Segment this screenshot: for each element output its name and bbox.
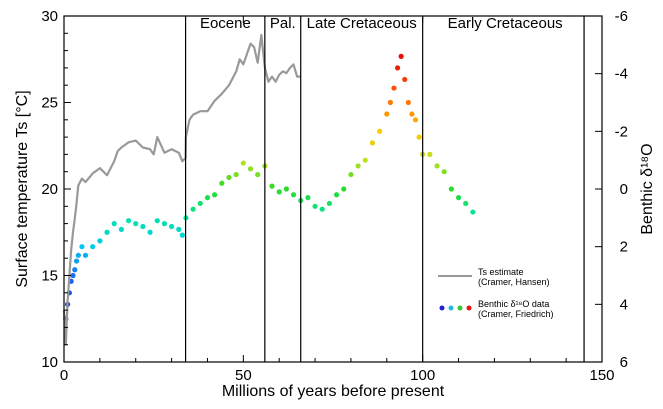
scatter-point [118,226,124,232]
scatter-point [70,272,76,279]
era-label: Late Cretaceous [307,15,417,32]
scatter-point [455,195,462,201]
scatter-point [226,174,232,181]
y-tick-label: 30 [41,8,58,25]
era-label: Eocene [200,15,251,32]
scatter-point [154,218,160,224]
scatter-point [255,171,261,178]
scatter-point [75,252,81,258]
scatter-point [391,85,397,91]
legend-dot-swatch [448,305,454,311]
scatter-point [305,195,311,201]
scatter-point [72,267,78,273]
scatter-point [384,111,390,117]
legend-label-source: (Cramer, Friedrich) [478,309,554,319]
scatter-point [409,111,415,117]
scatter-point [219,180,225,186]
scatter-point [394,65,401,71]
legend-label-source: (Cramer, Hansen) [478,277,550,287]
y-axis-label: Surface temperature Ts [°C] [14,90,31,287]
scatter-point [463,200,469,207]
scatter-point [283,186,289,192]
y-tick-label: 10 [41,354,58,371]
x-tick-label: 50 [235,367,252,384]
scatter-point [434,163,440,169]
scatter-point [377,128,383,134]
scatter-point [362,157,368,163]
y2-tick-label: 2 [620,239,628,256]
era-label: Early Cretaceous [448,15,563,32]
legend-dot-swatch [466,305,472,311]
scatter-point [412,117,419,123]
legend-dot-swatch [439,305,445,311]
scatter-point [90,244,96,250]
scatter-point [247,166,254,172]
y2-axis-label: Benthic δ¹⁸O [639,143,656,234]
y-tick-label: 20 [41,181,58,198]
scatter-point [179,232,185,238]
y2-tick-label: 4 [620,296,628,313]
era-label: Pal. [270,15,296,32]
y2-tick-label: -4 [615,66,628,83]
scatter-point [441,169,447,175]
y2-tick-label: -2 [615,123,628,140]
legend-dot-swatch [457,305,463,311]
legend-label: Benthic δ¹⁸O data [478,299,549,309]
scatter-point [125,218,132,224]
x-axis-label: Millions of years before present [222,383,445,400]
scatter-point [326,200,333,207]
scatter-point [398,53,404,59]
scatter-point [333,192,340,198]
scatter-point [204,195,211,201]
scatter-point [387,99,393,106]
scatter-point [133,221,139,227]
scatter-point [341,186,347,192]
scatter-point [104,229,110,235]
scatter-point [73,258,80,264]
scatter-point [169,223,175,230]
scatter-point [111,221,117,227]
scatter-point [369,140,376,146]
y-tick-label: 25 [41,95,58,112]
scatter-point [147,229,153,235]
scatter-point [402,76,408,83]
y2-tick-label: 6 [620,354,628,371]
x-tick-label: 150 [589,367,614,384]
y-tick-label: 15 [41,268,58,285]
scatter-point [79,244,85,250]
scatter-point [405,99,411,106]
x-tick-label: 100 [410,367,435,384]
scatter-point [312,203,318,209]
scatter-point [97,238,103,244]
scatter-point [233,171,239,178]
scatter-point [290,192,297,198]
scatter-point [416,134,422,140]
scatter-point [427,151,433,157]
scatter-point [140,223,146,230]
y2-tick-label: -6 [615,8,628,25]
scatter-point [470,209,476,215]
x-tick-label: 0 [60,367,68,384]
scatter-point [355,163,361,169]
scatter-point [348,171,354,178]
scatter-point [82,252,89,258]
scatter-point [269,183,275,189]
scatter-point [319,206,325,212]
scatter-point [276,189,282,195]
scatter-point [190,206,196,212]
legend-label: Ts estimate [478,267,524,277]
scatter-point [448,186,454,192]
scatter-point [197,200,203,207]
scatter-point [240,160,246,166]
scatter-point [176,226,182,232]
scatter-point [212,192,218,198]
scatter-point [161,221,168,227]
y2-tick-label: 0 [620,181,628,198]
